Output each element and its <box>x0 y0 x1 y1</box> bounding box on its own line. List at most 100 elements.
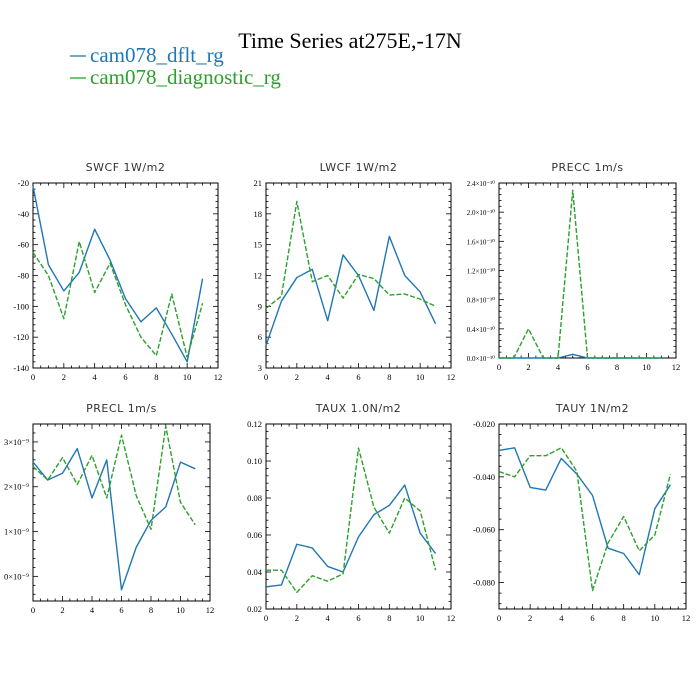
y-tick-label: 0.02 <box>247 604 262 614</box>
y-tick-label: -140 <box>13 363 29 373</box>
y-tick-label: 2.0×10⁻¹⁰ <box>467 209 495 217</box>
y-tick-label: 0.08 <box>247 493 262 503</box>
panel-title: SWCF 1W/m2 <box>86 161 166 174</box>
panel-title: PRECL 1m/s <box>86 402 157 415</box>
plot-frame <box>498 182 677 359</box>
x-tick-label: 6 <box>585 362 589 372</box>
x-tick-label: 0 <box>31 605 35 615</box>
y-tick-label: -0.080 <box>473 578 495 588</box>
y-tick-label: 21 <box>254 178 263 188</box>
x-tick-label: 2 <box>528 613 532 623</box>
series-line-diagnostic <box>498 447 672 592</box>
panel-title: PRECC 1m/s <box>551 161 623 174</box>
x-tick-label: 2 <box>295 613 299 623</box>
panel-2: LWCF 1W/m2 0 2 4 6 8 10 12 3 6 9 12 15 18 21 <box>254 161 456 382</box>
plot-frame <box>32 423 211 602</box>
y-tick-label: 0.06 <box>247 530 262 540</box>
y-tick-label: -20 <box>18 178 29 188</box>
y-tick-label: 1×10⁻⁹ <box>4 527 29 537</box>
x-tick-label: 12 <box>672 362 681 372</box>
x-tick-label: 6 <box>119 605 123 615</box>
x-tick-label: 10 <box>651 613 660 623</box>
series-line-diagnostic <box>32 240 204 358</box>
x-tick-label: 10 <box>416 613 425 623</box>
panel-title: TAUX 1.0N/m2 <box>315 402 402 415</box>
series-line-diagnostic <box>265 200 436 309</box>
x-tick-label: 0 <box>264 613 268 623</box>
plot-frame <box>498 423 687 610</box>
y-tick-label: 0.4×10⁻¹⁰ <box>467 326 495 334</box>
series-line-diagnostic <box>32 425 196 530</box>
y-tick-label: 0.10 <box>247 456 262 466</box>
x-tick-label: 10 <box>183 372 192 382</box>
x-tick-label: 2 <box>295 372 299 382</box>
x-tick-label: 6 <box>123 372 127 382</box>
x-tick-label: 2 <box>526 362 530 372</box>
x-tick-label: 8 <box>387 613 391 623</box>
x-tick-label: 12 <box>214 372 223 382</box>
x-tick-label: 8 <box>622 613 626 623</box>
y-tick-label: -120 <box>13 332 29 342</box>
legend-entry: cam078_diagnostic_rg <box>70 65 281 89</box>
legend-label: cam078_dflt_rg <box>90 43 224 67</box>
x-tick-label: 8 <box>387 372 391 382</box>
y-tick-label: 9 <box>258 301 262 311</box>
panel-title: LWCF 1W/m2 <box>320 161 398 174</box>
y-tick-label: -100 <box>13 301 29 311</box>
y-tick-label: -80 <box>18 271 29 281</box>
x-tick-label: 10 <box>416 372 425 382</box>
x-tick-label: 2 <box>60 605 64 615</box>
y-tick-label: 15 <box>254 240 263 250</box>
panel-6: TAUY 1N/m2 0 2 4 6 8 10 12 -0.080 -0.060 -0.040 -0.… <box>473 402 690 623</box>
series-line-dflt <box>498 447 672 576</box>
series-line-dflt <box>32 447 196 591</box>
series-line-dflt <box>265 484 437 588</box>
y-tick-label: 12 <box>254 271 263 281</box>
panel-5: TAUX 1.0N/m2 0 2 4 6 8 10 12 0.02 0.04 0.06 0.08 0.1… <box>247 402 455 623</box>
y-tick-label: 0×10⁻⁹ <box>4 571 29 581</box>
y-tick-label: -0.020 <box>473 419 495 429</box>
series-line-diagnostic <box>499 189 662 359</box>
x-tick-label: 0 <box>497 362 501 372</box>
x-tick-label: 4 <box>559 613 564 623</box>
x-tick-label: 10 <box>642 362 651 372</box>
y-tick-label: -0.060 <box>473 525 495 535</box>
series-line-diagnostic <box>266 447 437 594</box>
x-tick-label: 4 <box>90 605 95 615</box>
panel-4: PRECL 1m/s 0 2 4 6 8 10 12 0×10⁻⁹ 1×10⁻⁹ 2×10⁻⁹ 3×1… <box>4 402 214 615</box>
y-tick-label: -0.040 <box>473 472 495 482</box>
y-tick-label: 0.04 <box>247 567 263 577</box>
figure-title: Time Series at275E,-17N <box>238 28 462 53</box>
x-tick-label: 12 <box>206 605 215 615</box>
x-tick-label: 12 <box>447 372 456 382</box>
y-tick-label: 18 <box>254 209 263 219</box>
x-tick-label: 4 <box>93 372 98 382</box>
panel-3: PRECC 1m/s 0 2 4 6 8 10 12 0.0×10⁻¹⁰ 0.4×10⁻¹⁰ 0.8… <box>467 161 681 372</box>
y-tick-label: 0.0×10⁻¹⁰ <box>467 355 495 363</box>
x-tick-label: 4 <box>556 362 561 372</box>
x-tick-label: 10 <box>176 605 185 615</box>
x-tick-label: 4 <box>326 372 331 382</box>
x-tick-label: 2 <box>62 372 66 382</box>
y-tick-label: 2×10⁻⁹ <box>4 482 29 492</box>
x-tick-label: 8 <box>154 372 158 382</box>
y-tick-label: 3×10⁻⁹ <box>4 437 29 447</box>
x-tick-label: 0 <box>264 372 268 382</box>
series-line-dflt <box>32 185 204 363</box>
y-tick-label: 2.4×10⁻¹⁰ <box>467 180 495 188</box>
x-tick-label: 8 <box>615 362 619 372</box>
panel-title: TAUY 1N/m2 <box>555 402 629 415</box>
x-tick-label: 12 <box>447 613 456 623</box>
panel-1: SWCF 1W/m2 0 2 4 6 8 10 12 -140 -120 -100 -80 -60 -40… <box>13 161 222 382</box>
y-tick-label: -40 <box>18 209 29 219</box>
y-tick-label: 6 <box>258 332 262 342</box>
plot-frame <box>32 182 219 369</box>
x-tick-label: 6 <box>356 372 360 382</box>
x-tick-label: 4 <box>326 613 331 623</box>
x-tick-label: 6 <box>590 613 594 623</box>
x-tick-label: 8 <box>149 605 153 615</box>
legend-label: cam078_diagnostic_rg <box>90 65 281 89</box>
y-tick-label: 1.6×10⁻¹⁰ <box>467 238 495 246</box>
x-tick-label: 0 <box>31 372 35 382</box>
